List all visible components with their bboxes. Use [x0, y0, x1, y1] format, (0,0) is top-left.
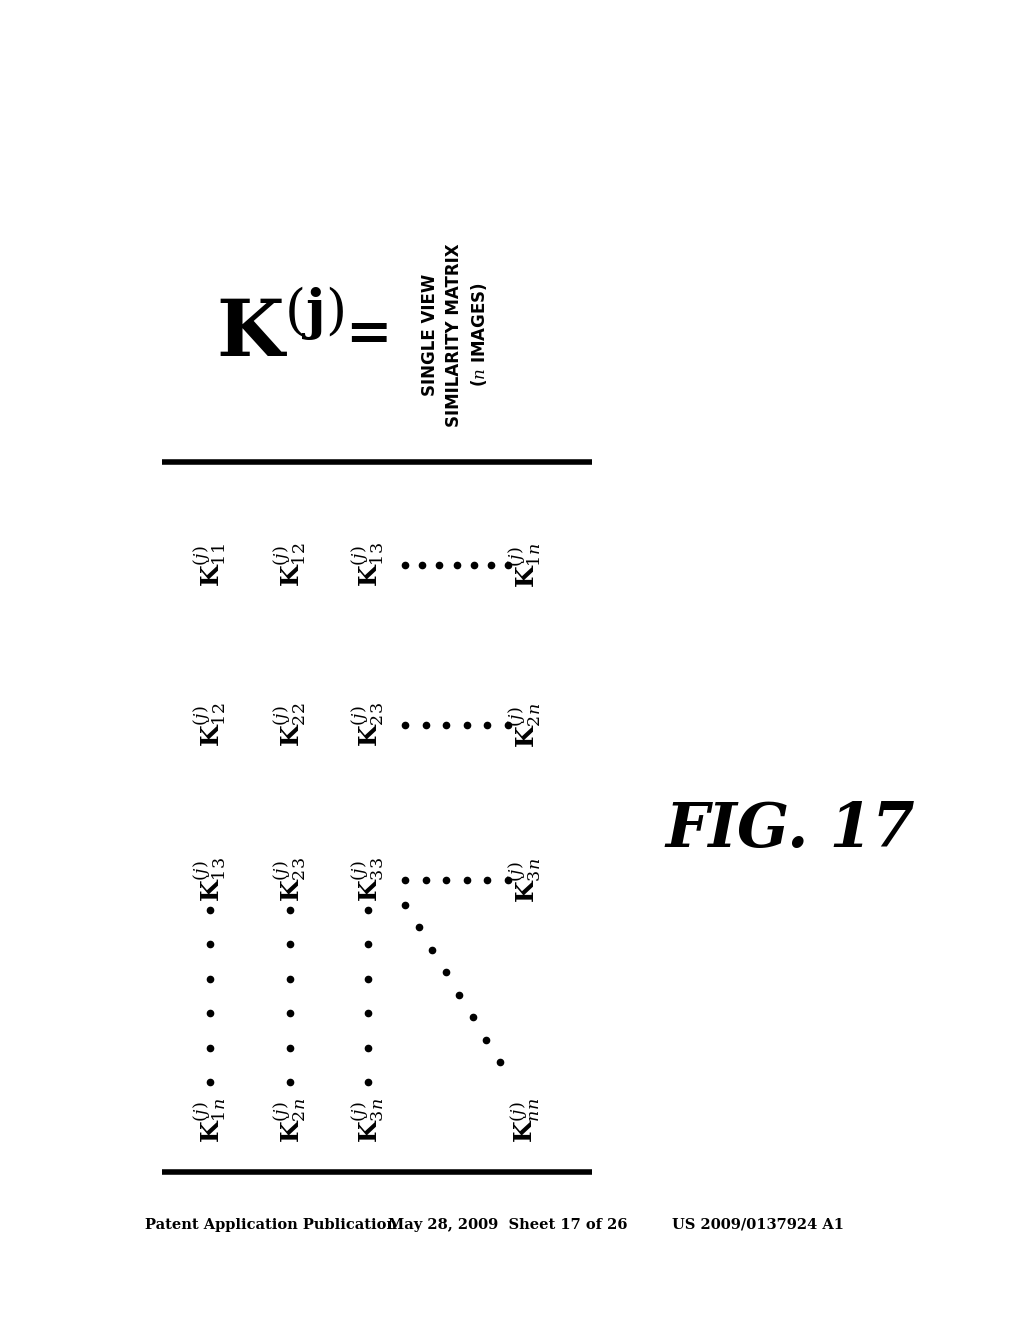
Text: $\mathbf{K}^{(j)}_{\mathit{2n}}$: $\mathbf{K}^{(j)}_{\mathit{2n}}$: [507, 702, 544, 747]
Text: $\mathbf{K}^{(j)}_{12}$: $\mathbf{K}^{(j)}_{12}$: [191, 702, 228, 747]
Text: Patent Application Publication: Patent Application Publication: [145, 1218, 397, 1232]
Text: =: =: [345, 308, 391, 363]
Text: $\mathbf{K}^{(j)}_{13}$: $\mathbf{K}^{(j)}_{13}$: [350, 543, 386, 587]
Text: $\mathbf{K}^{(j)}_{23}$: $\mathbf{K}^{(j)}_{23}$: [350, 702, 386, 747]
Text: $\mathbf{K}^{(j)}_{\mathit{3n}}$: $\mathbf{K}^{(j)}_{\mathit{3n}}$: [350, 1097, 386, 1143]
Text: US 2009/0137924 A1: US 2009/0137924 A1: [672, 1218, 844, 1232]
Text: $\mathbf{K}^{(j)}_{\mathit{3n}}$: $\mathbf{K}^{(j)}_{\mathit{3n}}$: [507, 858, 544, 903]
Text: $\mathbf{K}^{(j)}_{11}$: $\mathbf{K}^{(j)}_{11}$: [191, 543, 228, 587]
Text: $\mathbf{K}^{(j)}_{\mathit{1n}}$: $\mathbf{K}^{(j)}_{\mathit{1n}}$: [507, 543, 544, 587]
Text: $\mathbf{K}^{(j)}_{23}$: $\mathbf{K}^{(j)}_{23}$: [271, 858, 308, 903]
Text: $\mathbf{K}^{(j)}_{12}$: $\mathbf{K}^{(j)}_{12}$: [271, 543, 308, 587]
Text: $\mathbf{K}^{(\mathbf{j})}$: $\mathbf{K}^{(\mathbf{j})}$: [216, 297, 344, 374]
Text: $\mathbf{K}^{(j)}_{13}$: $\mathbf{K}^{(j)}_{13}$: [191, 858, 228, 903]
Text: May 28, 2009  Sheet 17 of 26: May 28, 2009 Sheet 17 of 26: [388, 1218, 628, 1232]
Text: $\mathbf{K}^{(j)}_{\mathit{nn}}$: $\mathbf{K}^{(j)}_{\mathit{nn}}$: [509, 1097, 542, 1143]
Text: $\mathbf{K}^{(j)}_{33}$: $\mathbf{K}^{(j)}_{33}$: [350, 858, 386, 903]
Text: SINGLE VIEW
SIMILARITY MATRIX
($n$ IMAGES): SINGLE VIEW SIMILARITY MATRIX ($n$ IMAGE…: [421, 243, 489, 426]
Text: $\mathbf{K}^{(j)}_{\mathit{2n}}$: $\mathbf{K}^{(j)}_{\mathit{2n}}$: [271, 1097, 308, 1143]
Text: $\mathbf{K}^{(j)}_{22}$: $\mathbf{K}^{(j)}_{22}$: [271, 702, 308, 747]
Text: $\mathbf{K}^{(j)}_{\mathit{1n}}$: $\mathbf{K}^{(j)}_{\mathit{1n}}$: [191, 1097, 228, 1143]
Text: FIG. 17: FIG. 17: [666, 800, 914, 861]
